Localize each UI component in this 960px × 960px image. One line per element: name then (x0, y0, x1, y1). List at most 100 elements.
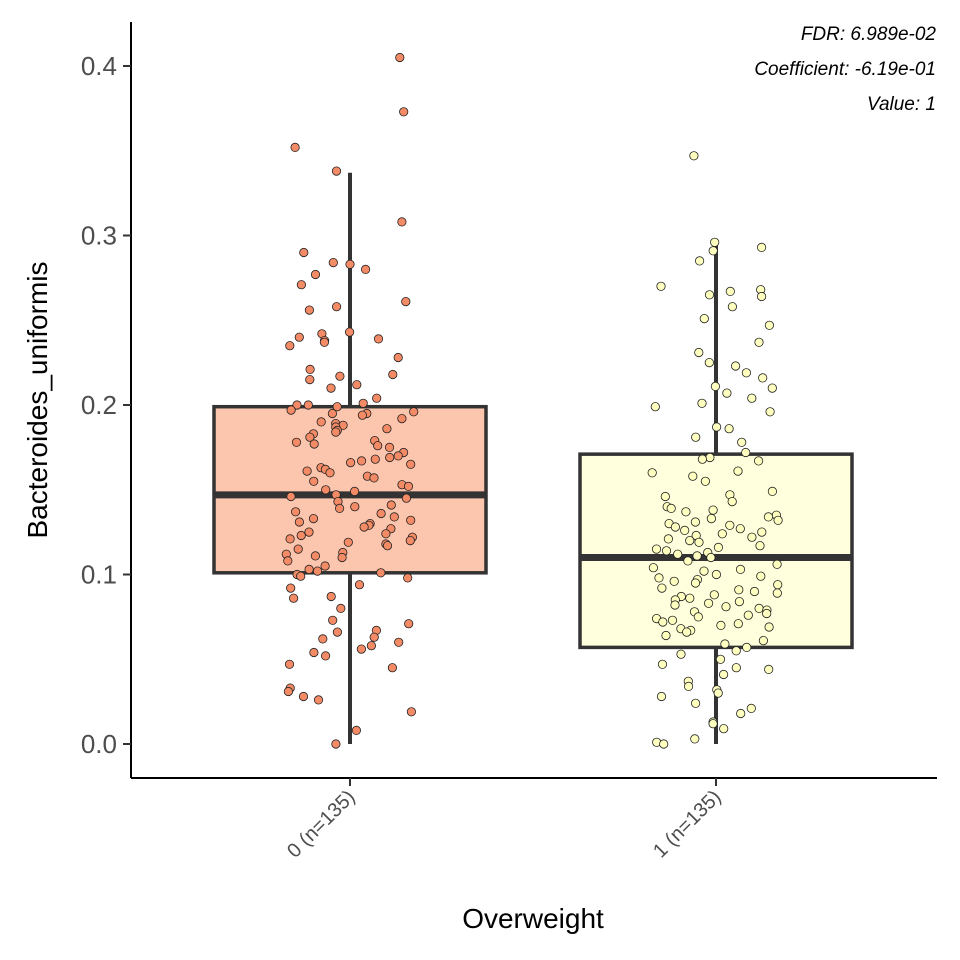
data-point-1-86 (772, 588, 782, 598)
data-point-1-105 (716, 620, 726, 631)
data-point-0-116 (404, 619, 414, 629)
box-0 (212, 404, 488, 575)
data-point-0-25 (305, 374, 315, 385)
data-point-0-76 (350, 502, 360, 512)
data-point-1-99 (743, 610, 753, 620)
data-point-0-2 (290, 142, 300, 152)
data-point-1-0 (689, 151, 699, 161)
data-point-0-110 (354, 580, 365, 590)
data-point-1-93 (670, 600, 680, 610)
data-point-0-129 (283, 686, 293, 697)
data-point-1-47 (763, 512, 774, 522)
data-point-1-45 (681, 507, 691, 517)
data-point-0-131 (313, 695, 324, 705)
data-point-1-40 (660, 491, 670, 502)
data-point-1-49 (773, 515, 783, 525)
data-point-1-27 (724, 424, 734, 434)
data-point-0-0 (395, 52, 405, 63)
data-point-0-23 (388, 369, 398, 380)
data-point-0-90 (296, 530, 306, 541)
data-point-0-29 (358, 398, 368, 408)
data-point-0-97 (293, 544, 303, 554)
data-point-1-29 (737, 437, 747, 447)
data-point-1-92 (703, 598, 714, 608)
data-point-0-35 (327, 408, 337, 419)
data-point-0-115 (328, 615, 338, 625)
data-point-1-24 (650, 402, 660, 412)
annotations-layer: FDR: 6.989e-02 Coefficient: -6.19e-01 Va… (22, 24, 936, 934)
data-point-0-70 (349, 486, 360, 496)
annotation-fdr: FDR: 6.989e-02 (801, 24, 937, 45)
data-point-1-100 (693, 612, 703, 622)
data-point-0-21 (393, 352, 403, 363)
data-point-0-58 (345, 457, 356, 468)
data-point-1-53 (670, 522, 681, 532)
data-point-0-118 (332, 627, 342, 637)
data-point-1-22 (747, 393, 757, 403)
data-point-1-33 (753, 456, 764, 466)
data-point-1-131 (719, 724, 729, 734)
data-point-1-9 (756, 291, 767, 302)
data-point-0-27 (326, 383, 336, 393)
data-point-0-111 (286, 583, 296, 593)
data-point-0-17 (373, 334, 384, 344)
data-point-0-77 (334, 503, 345, 513)
data-point-1-19 (710, 381, 721, 391)
x-tick-label-1: 1 (n=135) (649, 786, 725, 862)
data-point-1-102 (667, 615, 678, 625)
data-point-0-68 (403, 481, 414, 491)
data-point-1-106 (764, 622, 774, 632)
data-point-0-78 (290, 507, 301, 517)
data-point-0-73 (401, 493, 411, 503)
y-tick-label-2: 0.2 (81, 390, 117, 420)
data-point-1-80 (669, 576, 679, 586)
data-point-0-32 (332, 402, 342, 412)
data-point-0-93 (405, 535, 415, 546)
data-point-1-21 (722, 388, 732, 398)
data-point-1-14 (694, 347, 704, 358)
data-point-1-11 (699, 313, 709, 324)
data-point-1-76 (711, 569, 722, 580)
data-point-1-130 (708, 719, 718, 729)
data-point-1-37 (700, 476, 711, 486)
y-axis-title: Bacteroides_uniformis (22, 261, 53, 538)
data-point-0-104 (304, 564, 314, 575)
data-point-1-126 (690, 698, 701, 708)
x-tick-label-0: 0 (n=135) (283, 786, 359, 862)
data-point-0-54 (393, 451, 403, 461)
data-point-0-80 (389, 512, 399, 522)
data-point-0-47 (305, 432, 315, 442)
data-point-1-125 (656, 691, 667, 702)
data-point-0-13 (304, 305, 314, 315)
data-point-1-56 (757, 527, 767, 537)
data-point-1-94 (721, 602, 731, 612)
data-point-1-16 (730, 361, 741, 371)
data-point-0-108 (296, 571, 306, 581)
data-point-1-61 (685, 535, 695, 546)
data-point-1-54 (735, 524, 745, 534)
data-point-0-123 (356, 644, 366, 654)
data-point-0-37 (357, 410, 367, 420)
data-point-1-65 (651, 544, 662, 554)
data-point-0-132 (406, 707, 416, 717)
data-point-0-79 (376, 508, 386, 519)
data-point-1-91 (734, 596, 745, 607)
data-point-0-10 (296, 280, 306, 290)
data-point-0-122 (366, 641, 376, 651)
data-point-1-8 (704, 290, 715, 300)
data-point-1-18 (758, 373, 768, 383)
data-point-0-11 (401, 296, 411, 307)
data-point-1-64 (713, 542, 724, 553)
data-point-1-55 (680, 525, 690, 536)
data-point-1-118 (731, 663, 741, 673)
data-point-1-75 (699, 566, 709, 576)
data-point-0-105 (312, 566, 323, 576)
data-point-0-7 (345, 259, 355, 269)
data-point-0-103 (320, 561, 330, 571)
data-point-1-10 (727, 302, 738, 312)
annotation-coefficient: Coefficient: -6.19e-01 (754, 59, 936, 80)
data-point-1-87 (709, 590, 719, 600)
data-point-1-119 (764, 664, 774, 675)
data-point-1-15 (704, 357, 714, 368)
data-point-0-5 (299, 247, 309, 258)
